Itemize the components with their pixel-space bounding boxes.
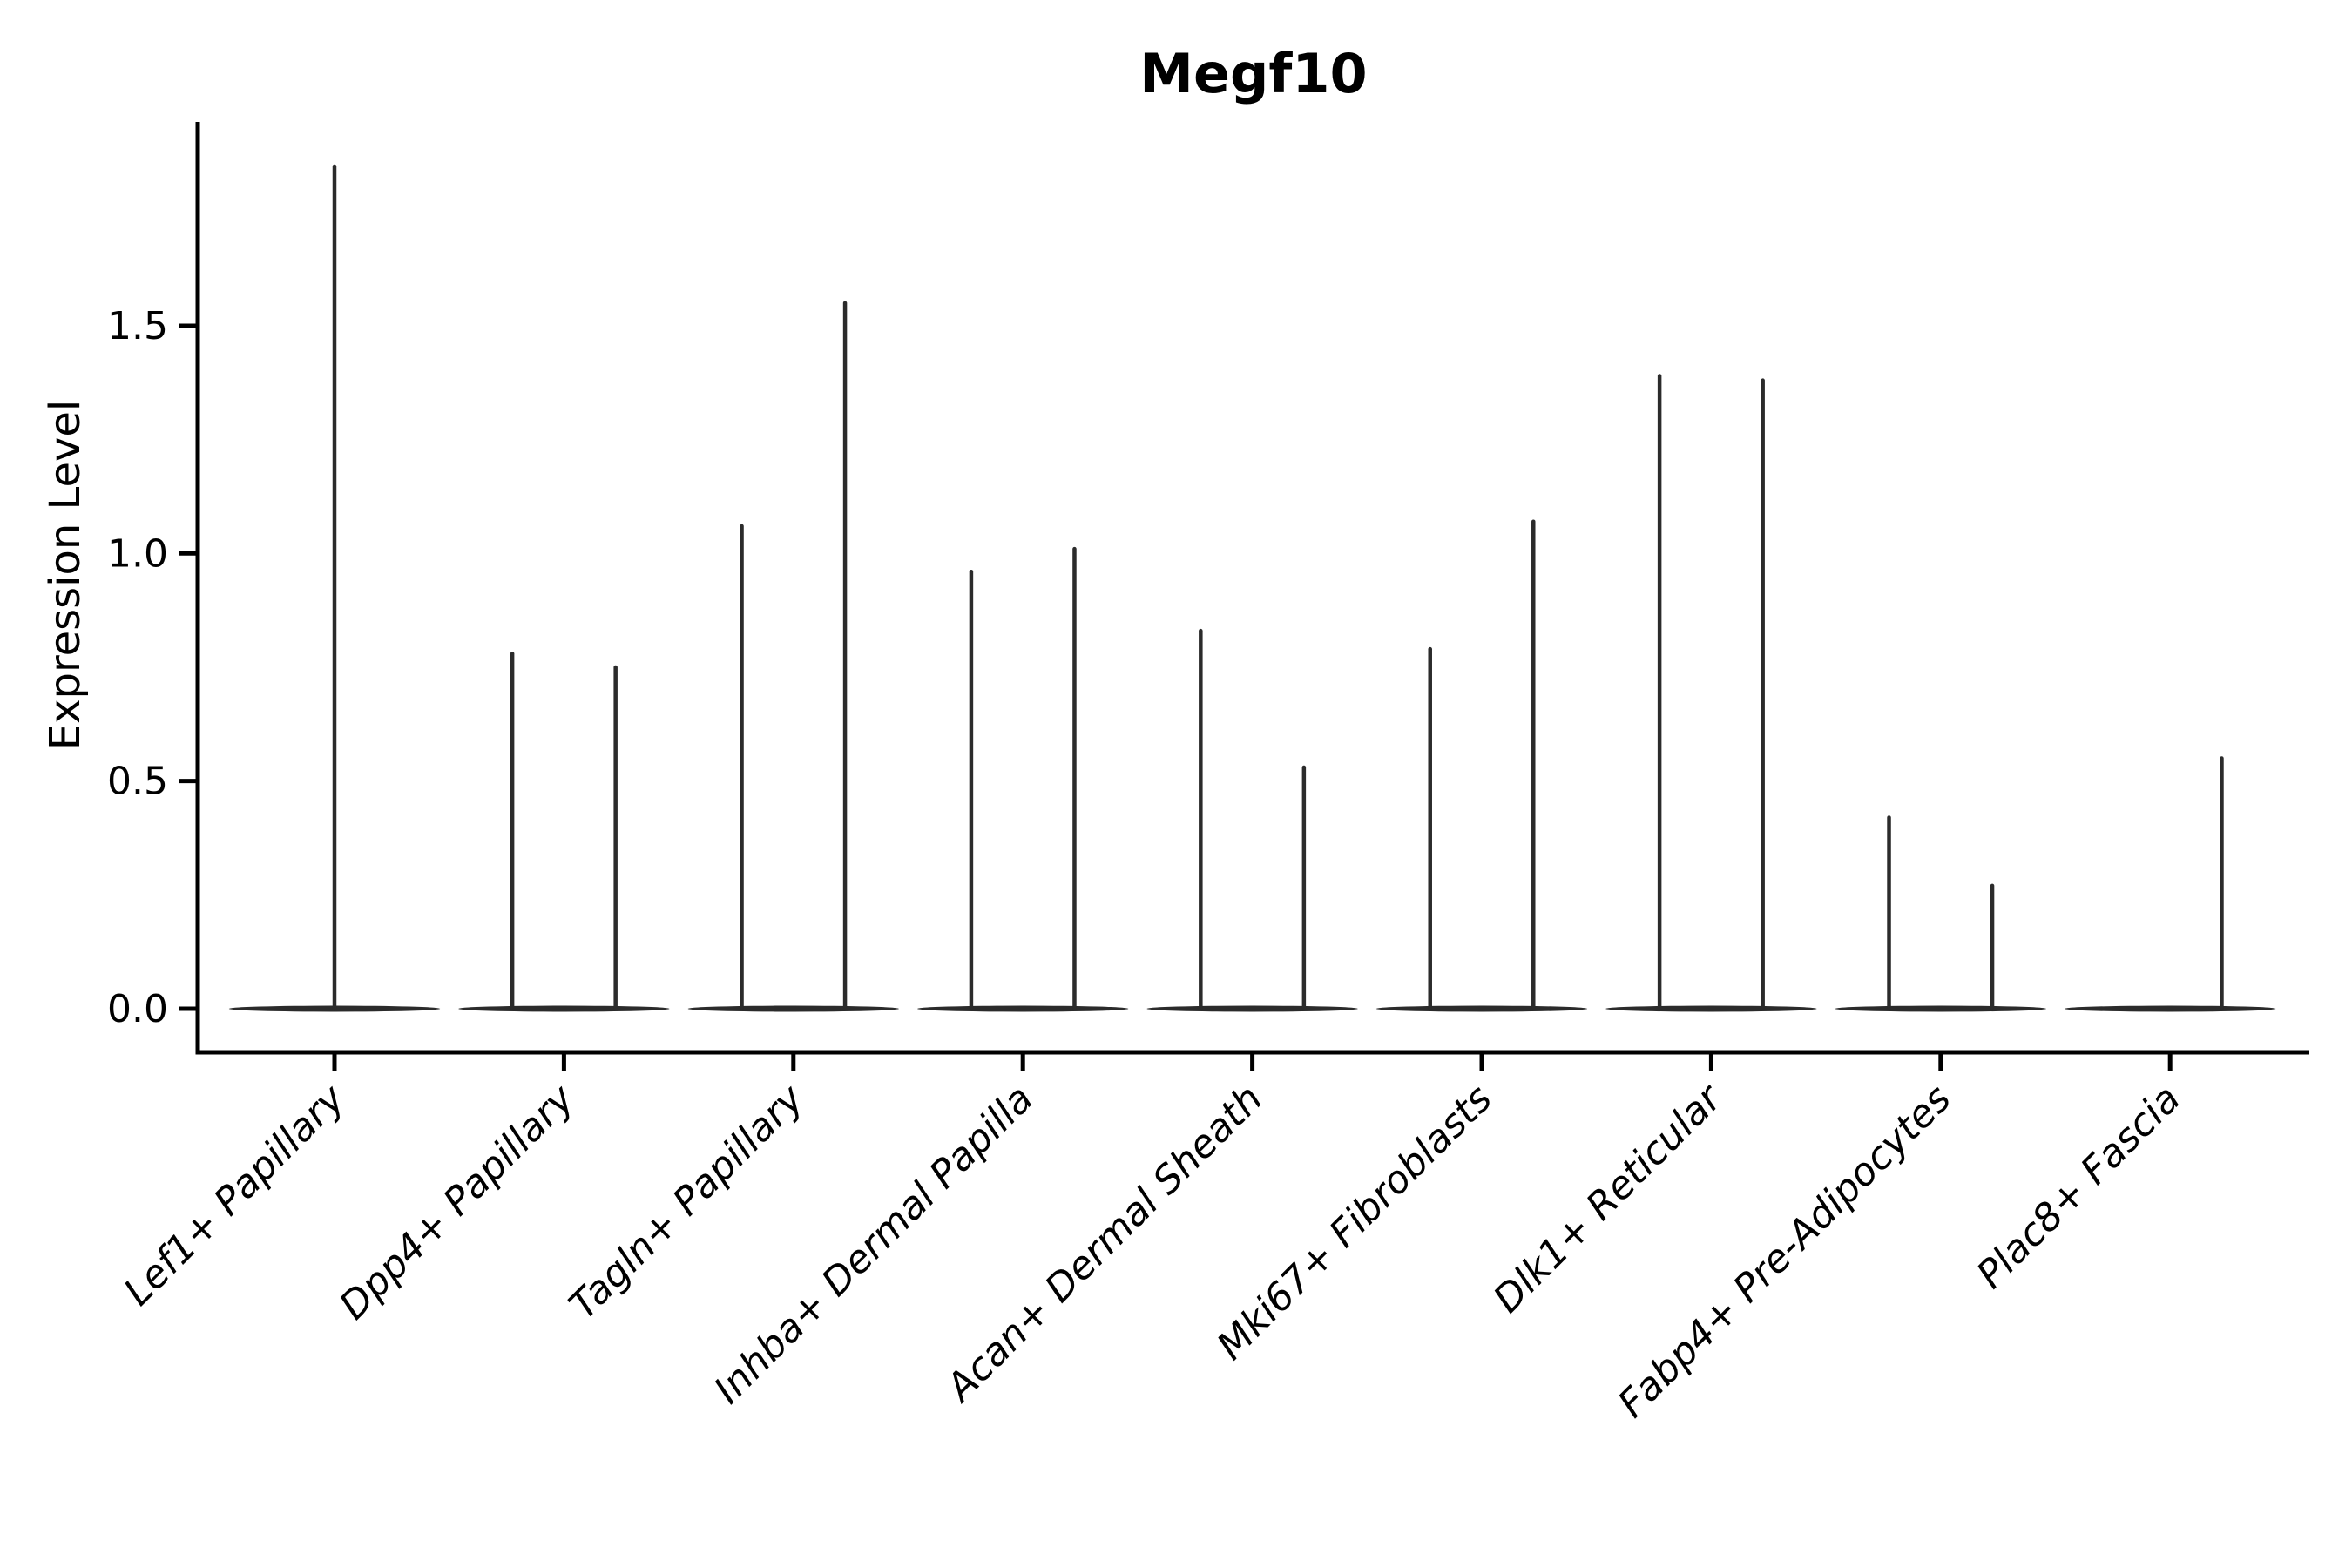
violin-base (1835, 1005, 2046, 1012)
x-tick-label: Dlk1+ Reticular (1485, 1075, 1732, 1321)
violin-base (687, 1005, 899, 1012)
violin-base (2065, 1005, 2276, 1012)
x-tick-label: Plac8+ Fascia (1969, 1077, 2189, 1297)
chart-title: Megf10 (1139, 42, 1368, 105)
y-tick-label: 1.5 (107, 304, 168, 348)
y-tick-label: 1.0 (107, 531, 168, 576)
violin-base (1605, 1005, 1817, 1012)
violin-base (458, 1005, 670, 1012)
y-tick-label: 0.0 (107, 987, 168, 1031)
violin-base (917, 1005, 1129, 1012)
x-tick-label: Tagln+ Papillary (561, 1076, 813, 1328)
violin-base (1146, 1005, 1358, 1012)
x-tick-label: Dpp4+ Papillary (331, 1076, 584, 1328)
x-tick-label: Lef1+ Papillary (116, 1076, 355, 1315)
y-tick-label: 0.5 (107, 760, 168, 804)
violin-base (1375, 1005, 1588, 1012)
